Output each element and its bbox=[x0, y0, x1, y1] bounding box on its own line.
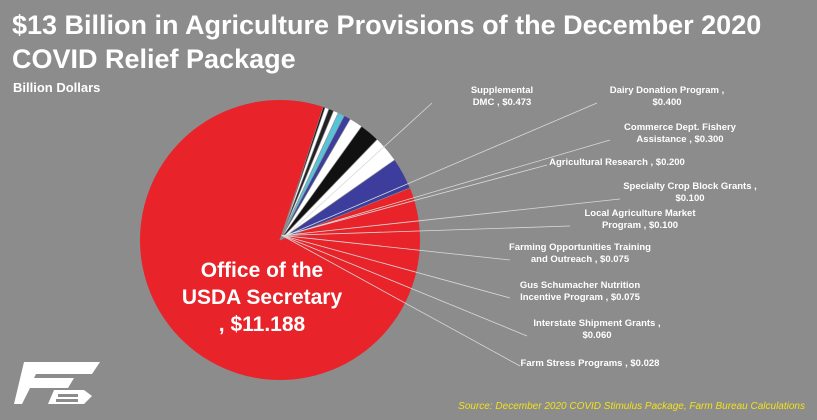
slice-label-usda-secretary: Office of the USDA Secretary, $11.188 bbox=[182, 259, 343, 336]
chart-unit-label: Billion Dollars bbox=[13, 80, 101, 95]
leader-line bbox=[284, 102, 433, 238]
leader-line bbox=[283, 139, 611, 237]
slice-label: Farm Stress Programs , $0.028 bbox=[521, 358, 660, 369]
slice-label: Interstate Shipment Grants , $0.060 bbox=[533, 318, 660, 341]
source-note: Source: December 2020 COVID Stimulus Pac… bbox=[458, 401, 805, 412]
slice-label: Gus Schumacher Nutrition Incentive Progra… bbox=[520, 280, 641, 303]
slice-label: Local Agriculture Market Program , $0.100 bbox=[584, 208, 696, 231]
leader-line bbox=[281, 235, 511, 261]
leader-line bbox=[282, 198, 621, 237]
leader-line bbox=[283, 102, 598, 238]
slice-label: Supplemental DMC , $0.473 bbox=[471, 85, 533, 108]
chart-title: $13 Billion in Agriculture Provisions of… bbox=[12, 10, 762, 74]
pie-slice bbox=[279, 106, 326, 241]
slice-label: Farming Opportunities Training and Outrea… bbox=[509, 242, 651, 265]
farm-bureau-logo-icon bbox=[14, 362, 100, 409]
slice-label: Specialty Crop Block Grants , $0.100 bbox=[623, 181, 757, 204]
leader-line bbox=[281, 234, 521, 367]
leader-line bbox=[282, 225, 571, 236]
leader-line bbox=[281, 234, 528, 337]
leader-line bbox=[282, 164, 548, 237]
leader-line bbox=[281, 234, 511, 299]
slice-label: Dairy Donation Program , $0.400 bbox=[610, 85, 725, 108]
slice-label: Agricultural Research , $0.200 bbox=[549, 157, 685, 168]
slice-label: Commerce Dept. Fishery Assistance , $0.30… bbox=[624, 122, 737, 145]
